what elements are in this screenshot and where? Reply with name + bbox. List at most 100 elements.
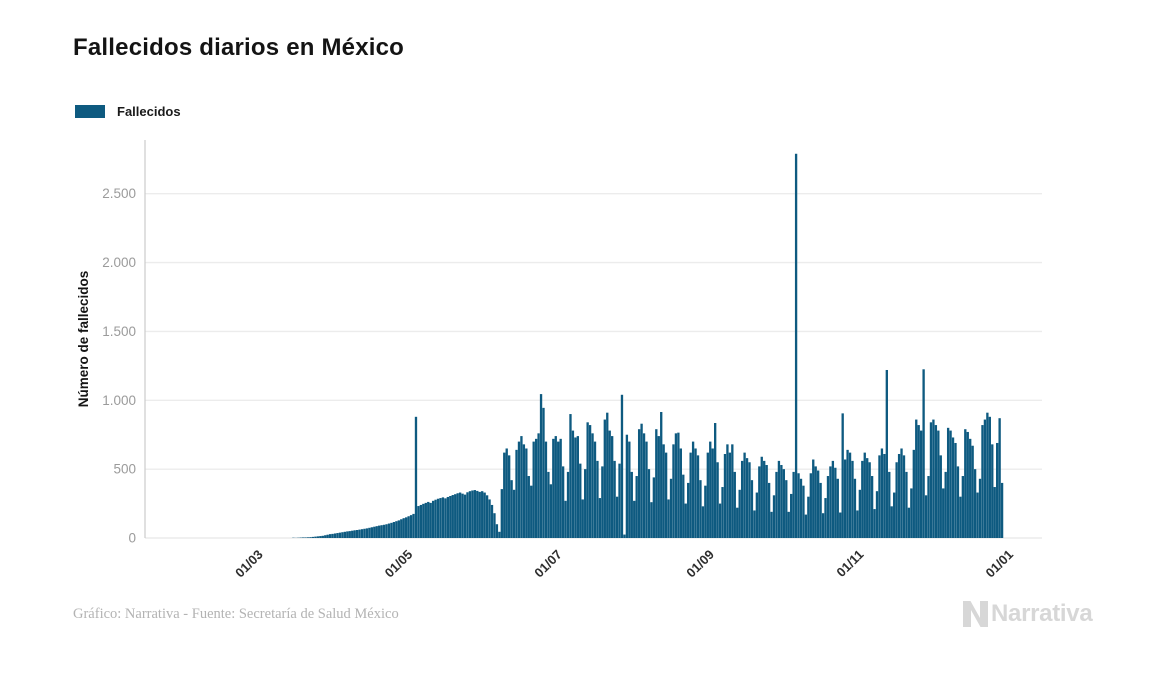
bar xyxy=(839,512,842,538)
bar xyxy=(532,441,535,538)
bar xyxy=(959,496,962,538)
bar xyxy=(714,423,717,538)
bar xyxy=(988,416,991,538)
y-tick-label: 0 xyxy=(128,531,136,546)
bar xyxy=(672,444,675,538)
bar xyxy=(407,516,410,538)
bar xyxy=(579,463,582,538)
bar xyxy=(368,527,371,538)
bar xyxy=(598,498,602,538)
bar xyxy=(812,459,815,538)
bar xyxy=(358,529,361,538)
bar xyxy=(451,495,454,538)
bar xyxy=(400,519,403,538)
bar xyxy=(740,460,744,538)
bar xyxy=(637,429,641,538)
bar xyxy=(468,491,472,538)
bar xyxy=(718,503,722,538)
bar xyxy=(863,452,866,538)
bar xyxy=(633,500,636,538)
bar xyxy=(382,524,386,538)
bar xyxy=(611,436,614,538)
bar xyxy=(510,480,513,538)
bar xyxy=(405,517,408,538)
bar xyxy=(767,482,771,538)
bar xyxy=(557,441,560,538)
bar xyxy=(503,452,506,538)
bar xyxy=(326,534,329,538)
bar xyxy=(907,507,911,538)
bar xyxy=(446,496,450,538)
bar xyxy=(861,460,864,538)
bar xyxy=(360,529,364,538)
bar xyxy=(395,521,398,538)
bar xyxy=(481,491,484,538)
bar xyxy=(422,503,425,538)
bar xyxy=(699,480,702,538)
bar xyxy=(983,419,987,538)
bar xyxy=(706,452,709,538)
bar xyxy=(760,456,763,538)
bar xyxy=(461,493,464,538)
bar xyxy=(824,498,827,538)
bar xyxy=(689,452,692,538)
bar xyxy=(431,500,435,538)
bar xyxy=(537,433,540,538)
bar xyxy=(902,455,906,538)
bar xyxy=(534,438,538,538)
bar xyxy=(458,492,462,538)
bar xyxy=(642,433,646,538)
bar xyxy=(387,523,391,538)
bar xyxy=(645,441,648,538)
bar xyxy=(934,425,938,538)
bar xyxy=(723,453,727,538)
bar xyxy=(809,473,812,538)
bar xyxy=(736,507,739,538)
bar xyxy=(775,471,778,538)
bar xyxy=(512,489,516,538)
bar xyxy=(456,493,459,538)
bar xyxy=(552,438,555,538)
bar xyxy=(490,504,494,538)
page-title: Fallecidos diarios en México xyxy=(73,34,405,61)
bar xyxy=(897,453,901,538)
bar xyxy=(794,153,798,538)
bar xyxy=(696,455,700,538)
bar xyxy=(758,466,761,538)
bar xyxy=(331,533,334,538)
bar xyxy=(996,442,999,538)
bar xyxy=(691,441,695,538)
bar xyxy=(338,532,342,538)
legend-swatch xyxy=(75,105,105,118)
bar xyxy=(385,524,388,538)
bar xyxy=(471,490,474,538)
bar xyxy=(836,478,839,538)
bar xyxy=(463,494,467,538)
bar xyxy=(890,506,893,538)
bar xyxy=(755,492,759,538)
bar xyxy=(905,471,908,538)
bar xyxy=(380,525,383,538)
bar xyxy=(655,429,658,538)
bar xyxy=(973,469,977,538)
bar xyxy=(559,438,562,538)
bar xyxy=(647,469,651,538)
bar xyxy=(721,487,724,538)
bar xyxy=(763,460,766,538)
bar xyxy=(900,448,903,538)
bar xyxy=(615,496,619,538)
bar xyxy=(466,492,469,538)
bar xyxy=(508,455,511,538)
bar xyxy=(328,534,332,538)
bar xyxy=(348,531,351,538)
bar xyxy=(677,432,680,538)
bar xyxy=(946,427,950,538)
bar xyxy=(753,510,756,538)
bar xyxy=(964,429,967,538)
bar xyxy=(488,499,491,538)
bar xyxy=(429,502,432,538)
bar xyxy=(932,419,935,538)
bar xyxy=(669,478,673,538)
bar xyxy=(743,452,746,538)
bar xyxy=(993,487,996,538)
